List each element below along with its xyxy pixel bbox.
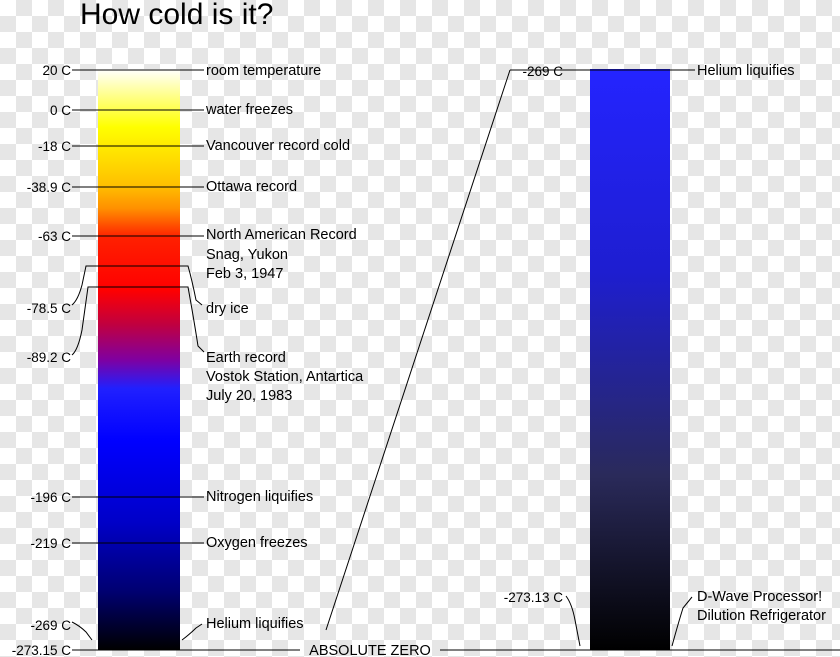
- tick-line-minus89-2c: [71, 286, 205, 356]
- event-label: Helium liquifies: [206, 616, 304, 632]
- event-label: Dilution Refrigerator: [697, 608, 826, 624]
- temp-value: 20 C: [42, 63, 71, 78]
- event-label: dry ice: [206, 301, 249, 317]
- temp-value: -219 C: [30, 536, 71, 551]
- event-label: Helium liquifies: [697, 63, 795, 79]
- event-label: July 20, 1983: [206, 388, 292, 404]
- event-label: D-Wave Processor!: [697, 589, 822, 605]
- tick-line-minus78-5c: [71, 265, 203, 306]
- event-label: room temperature: [206, 63, 321, 79]
- zoom-connector: [325, 69, 695, 647]
- event-label: Vancouver record cold: [206, 138, 350, 154]
- temp-value: -38.9 C: [27, 180, 72, 195]
- temp-value: -269 C: [30, 618, 71, 633]
- temp-value: -63 C: [38, 229, 71, 244]
- right-scale: -269 C Helium liquifies -273.13 C D-Wave…: [504, 63, 826, 624]
- event-label: Snag, Yukon: [206, 247, 288, 263]
- event-label: North American Record: [206, 227, 357, 243]
- tick-line-minus269c-left: [71, 621, 93, 641]
- temp-value: -273.15 C: [12, 643, 72, 657]
- diagram-title: How cold is it?: [80, 0, 273, 31]
- temp-value: -273.13 C: [504, 590, 564, 605]
- temp-value: 0 C: [50, 103, 71, 118]
- left-temperature-values: 20 C 0 C -18 C -38.9 C -63 C -78.5 C -89…: [12, 63, 72, 657]
- left-event-labels: room temperature water freezes Vancouver…: [205, 63, 364, 632]
- right-tick-line-minus273-13c-left: [565, 595, 581, 647]
- event-label: Vostok Station, Antartica: [206, 369, 364, 385]
- tick-line-minus269c-right: [181, 623, 203, 641]
- right-thermometer-bar: [590, 69, 670, 650]
- left-tick-lines: [71, 69, 840, 651]
- event-label: Ottawa record: [206, 179, 297, 195]
- event-label: water freezes: [205, 102, 293, 118]
- temp-value: -269 C: [522, 64, 563, 79]
- left-thermometer-bar: [98, 69, 180, 650]
- temp-value: -18 C: [38, 139, 71, 154]
- temp-value: -78.5 C: [27, 301, 72, 316]
- event-label: Earth record: [206, 350, 286, 366]
- temp-value: -89.2 C: [27, 350, 72, 365]
- absolute-zero-label: ABSOLUTE ZERO: [309, 643, 431, 657]
- event-label: Oxygen freezes: [206, 535, 308, 551]
- event-label: Feb 3, 1947: [206, 266, 283, 282]
- event-label: Nitrogen liquifies: [206, 489, 313, 505]
- right-tick-line-minus273-13c-right: [671, 596, 693, 647]
- temp-value: -196 C: [30, 490, 71, 505]
- zoom-line-helium: [325, 69, 511, 631]
